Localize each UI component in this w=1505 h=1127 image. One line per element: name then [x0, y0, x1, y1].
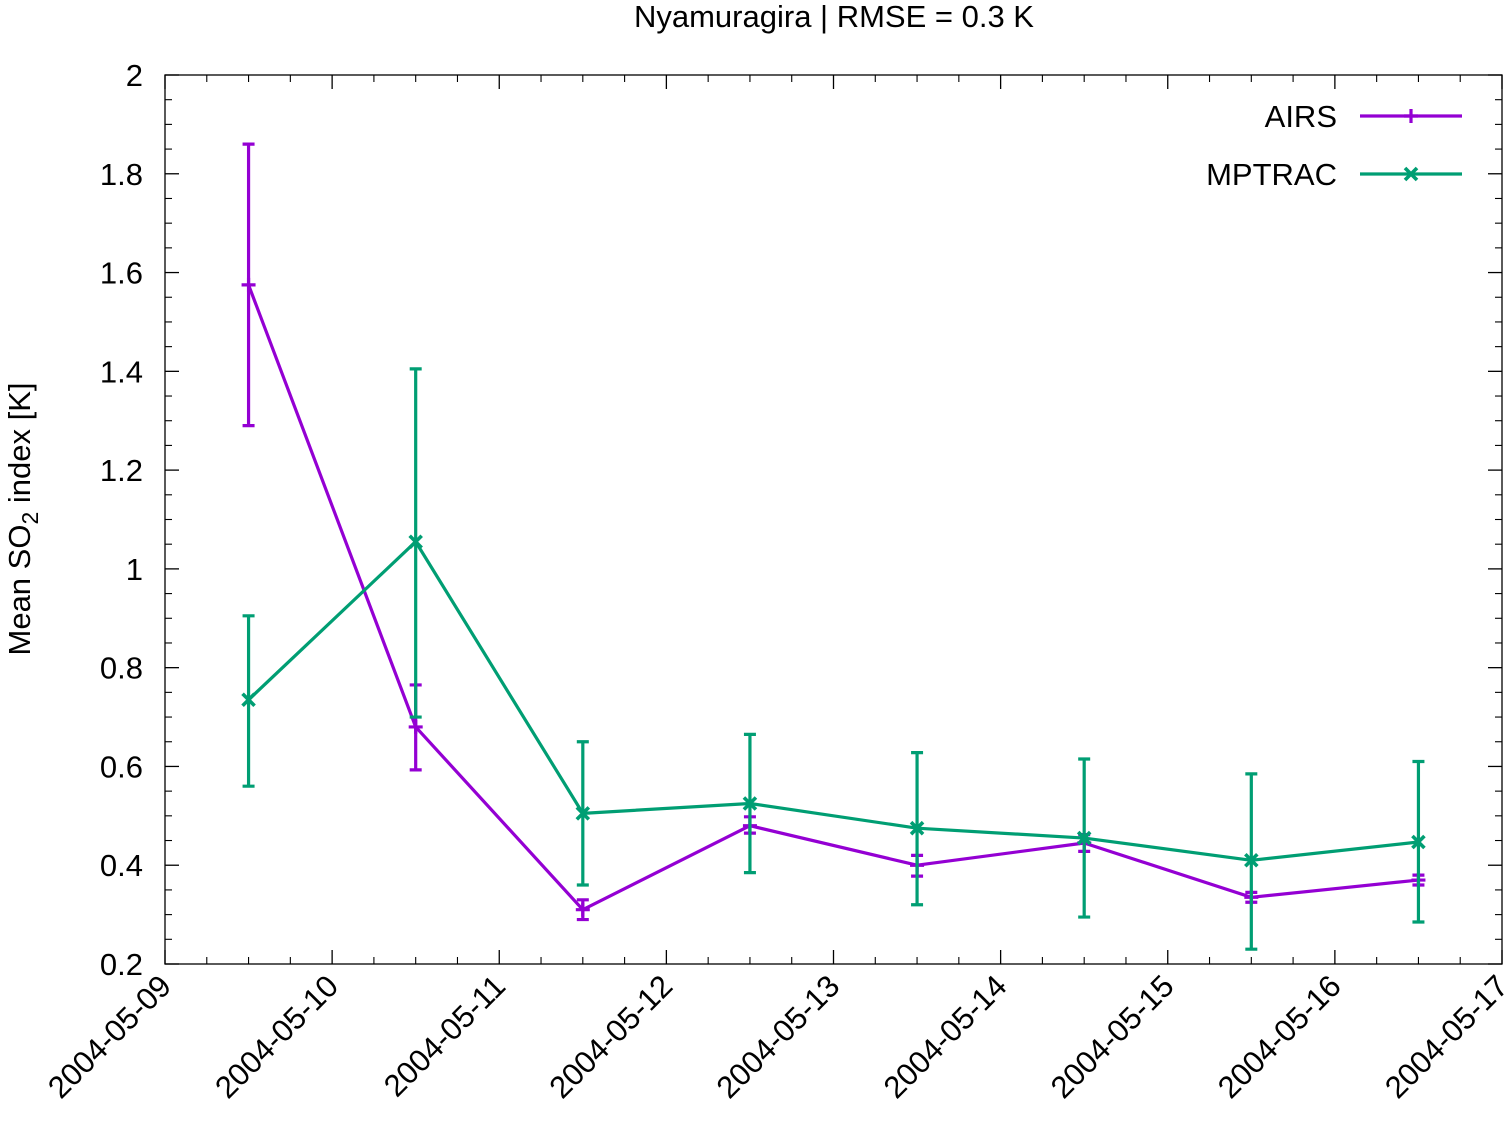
x-tick-label: 2004-05-14	[877, 968, 1014, 1105]
y-tick-label: 1	[126, 552, 143, 587]
legend: AIRS MPTRAC	[1206, 99, 1462, 192]
airs-point	[241, 277, 256, 292]
chart-title: Nyamuragira | RMSE = 0.3 K	[634, 0, 1034, 34]
y-tick-label: 0.4	[100, 848, 143, 883]
y-tick-label: 1.2	[100, 453, 143, 488]
y-tick-label: 0.6	[100, 749, 143, 784]
series-airs	[241, 142, 1426, 922]
mptrac-point	[742, 796, 758, 811]
y-axis-label-subscript: 2	[17, 512, 43, 525]
y-tick-label: 0.2	[100, 947, 143, 982]
x-tick-label: 2004-05-16	[1211, 968, 1348, 1105]
y-tick-label: 2	[126, 58, 143, 93]
mptrac-point	[1411, 834, 1426, 850]
x-tick-label: 2004-05-13	[710, 968, 847, 1105]
airs-point	[575, 902, 590, 917]
plot-frame	[164, 74, 1503, 965]
y-axis-label-suffix: index [K]	[2, 383, 37, 512]
x-tick-label: 2004-05-09	[41, 968, 178, 1105]
mptrac-line	[247, 540, 1419, 862]
series-mptrac	[241, 367, 1426, 951]
mptrac-point	[241, 692, 256, 708]
y-tick-label: 1.8	[100, 157, 143, 192]
x-tick-label: 2004-05-11	[377, 968, 512, 1103]
legend-label-mptrac: MPTRAC	[1206, 157, 1337, 192]
airs-line	[247, 284, 1419, 912]
x-tick-label: 2004-05-10	[208, 968, 345, 1105]
x-tick-label: 2004-05-12	[542, 968, 679, 1105]
y-tick-label: 0.8	[100, 651, 143, 686]
x-tick-label: 2004-05-15	[1044, 968, 1181, 1105]
y-axis-label: Mean SO2 index [K]	[2, 383, 43, 656]
mptrac-point	[909, 820, 925, 836]
x-tick-label: 2004-05-17	[1378, 968, 1505, 1105]
legend-label-airs: AIRS	[1265, 99, 1337, 134]
y-tick-label: 1.4	[100, 354, 143, 389]
legend-marker-mptrac	[1403, 166, 1419, 182]
y-axis-label-prefix: Mean SO	[2, 525, 37, 656]
mptrac-point	[1244, 853, 1259, 868]
mptrac-point	[575, 806, 591, 821]
legend-marker-airs	[1404, 109, 1418, 123]
mptrac-point	[408, 534, 423, 549]
airs-point	[408, 719, 423, 734]
plot-area	[241, 142, 1426, 951]
mptrac-point	[1076, 830, 1092, 846]
y-tick-label: 1.6	[100, 256, 143, 291]
